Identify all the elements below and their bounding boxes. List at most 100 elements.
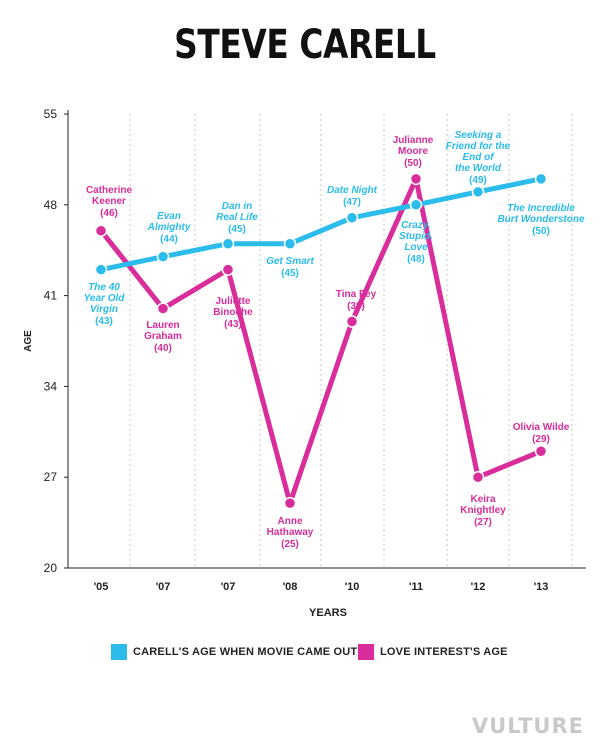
- age-value-label: (43): [224, 319, 242, 330]
- age-value-label: (40): [154, 343, 172, 354]
- actress-name-text: Juliette: [215, 296, 250, 307]
- age-value-label: (29): [532, 434, 550, 445]
- age-value-label: (43): [95, 316, 113, 327]
- legend-item-carell: CARELL'S AGE WHEN MOVIE CAME OUT: [111, 643, 357, 661]
- movie-title-text: End of: [462, 152, 495, 163]
- movie-title-text: the World: [455, 163, 502, 174]
- y-tick-label: 20: [44, 561, 58, 575]
- y-axis-label: AGE: [23, 330, 34, 352]
- movie-title-text: Dan in: [222, 201, 253, 212]
- y-tick-label: 41: [44, 289, 58, 303]
- actress-name-text: Tina Fey: [336, 289, 377, 300]
- love-interest-age-point: [94, 224, 108, 237]
- carell-age-line: [98, 176, 544, 273]
- age-value-label: (45): [228, 224, 246, 235]
- series-lines: [98, 176, 544, 506]
- x-tick-label: '07: [221, 581, 236, 593]
- movie-title-text: Seeking a: [455, 130, 502, 141]
- y-tick-label: 55: [44, 107, 58, 121]
- love-interest-age-point: [409, 172, 423, 186]
- movie-title-text: The Incredible: [507, 203, 575, 214]
- y-tick-label: 34: [44, 379, 58, 393]
- y-tick-label: 27: [44, 470, 58, 484]
- carell-age-point: [409, 198, 423, 212]
- love-interest-label: Tina Fey(39): [336, 289, 377, 312]
- actress-name-text: Catherine: [86, 185, 133, 196]
- x-tick-label: '12: [471, 581, 486, 593]
- y-tick-labels: 20 27 34 41 48 55: [44, 107, 58, 575]
- axes: [64, 110, 586, 569]
- carell-age-point: [221, 237, 235, 250]
- age-value-label: (48): [407, 254, 425, 265]
- carell-age-point: [471, 185, 485, 199]
- love-interest-age-point: [534, 445, 548, 458]
- love-interest-age-point: [471, 470, 485, 484]
- grid-lines: [129, 114, 573, 568]
- age-value-label: (39): [347, 301, 365, 312]
- age-value-label: (46): [100, 208, 118, 219]
- y-tick-label: 48: [44, 198, 58, 212]
- actress-name-text: Olivia Wilde: [513, 422, 570, 433]
- movie-title-text: Crazy.: [401, 220, 431, 231]
- carell-age-point: [345, 211, 359, 225]
- age-value-label: (25): [281, 539, 299, 550]
- chart-title: STEVE CARELL: [174, 22, 436, 68]
- movie-title-text: Date Night: [327, 185, 378, 196]
- carell-age-point: [94, 263, 108, 276]
- carell-movie-label: Date Night(47): [327, 185, 378, 208]
- movie-title-text: Get Smart: [266, 256, 314, 267]
- carell-movie-label: Get Smart(45): [266, 256, 314, 279]
- actress-name-text: Knightley: [460, 505, 506, 516]
- love-interest-age-line: [98, 176, 544, 506]
- age-value-label: (49): [469, 175, 487, 186]
- x-tick-label: '08: [283, 581, 298, 593]
- movie-title-text: Friend for the: [446, 141, 511, 152]
- age-value-label: (27): [474, 517, 492, 528]
- movie-title-text: Virgin: [90, 304, 118, 315]
- x-axis-label: YEARS: [309, 607, 347, 619]
- legend-swatch-carell: [111, 644, 127, 660]
- age-value-label: (50): [404, 158, 422, 169]
- vulture-logo: VULTURE: [471, 714, 584, 738]
- movie-title-text: The 40: [88, 282, 120, 293]
- series-points: [94, 172, 548, 510]
- love-interest-age-point: [156, 302, 170, 315]
- carell-age-point: [283, 237, 297, 250]
- love-interest-age-point: [345, 315, 359, 328]
- movie-title-text: Stupid.: [399, 231, 433, 242]
- movie-title-text: Burt Wonderstone: [497, 214, 584, 225]
- movie-title-text: Year Old: [84, 293, 126, 304]
- age-value-label: (45): [281, 268, 299, 279]
- actress-name-text: Keira: [470, 494, 495, 505]
- carell-movie-label: Crazy.Stupid.Love(48): [399, 220, 433, 265]
- actress-name-text: Moore: [398, 146, 428, 157]
- actress-name-text: Graham: [144, 331, 182, 342]
- love-interest-age-point: [283, 496, 297, 510]
- movie-title-text: Evan: [157, 211, 181, 222]
- actress-name-text: Anne: [278, 516, 303, 527]
- x-tick-label: '05: [94, 581, 109, 593]
- movie-title-text: Love: [404, 242, 428, 253]
- love-interest-age-point: [221, 263, 235, 276]
- carell-age-point: [156, 250, 170, 263]
- legend-label-love-interest: LOVE INTEREST'S AGE: [380, 646, 508, 658]
- x-tick-label: '13: [534, 581, 549, 593]
- legend-item-love-interest: LOVE INTEREST'S AGE: [358, 643, 508, 661]
- legend-swatch-love-interest: [358, 644, 374, 660]
- x-tick-labels: '05 '07 '07 '08 '10 '11 '12 '13: [94, 581, 549, 593]
- age-value-label: (44): [160, 234, 178, 245]
- x-tick-label: '10: [345, 581, 360, 593]
- love-interest-label: Olivia Wilde(29): [513, 422, 570, 445]
- actress-name-text: Keener: [92, 196, 126, 207]
- age-value-label: (50): [532, 226, 550, 237]
